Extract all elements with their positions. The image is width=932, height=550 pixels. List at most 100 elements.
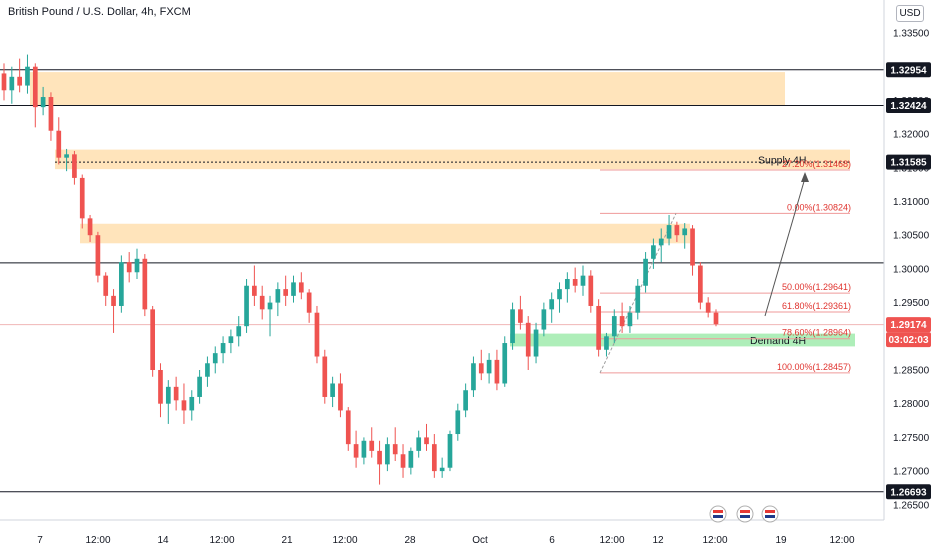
- x-tick-label: 19: [775, 535, 787, 546]
- event-flag-icon[interactable]: [709, 505, 727, 523]
- candle: [72, 154, 77, 178]
- candle: [314, 312, 320, 357]
- arrows-layer: [764, 172, 809, 317]
- event-flag-icon[interactable]: [736, 505, 754, 523]
- candle: [690, 228, 695, 266]
- candles-layer: [1, 54, 719, 485]
- price-tag-label: 1.32954: [890, 65, 927, 76]
- event-flag-icon[interactable]: [761, 505, 779, 523]
- chart-title: British Pound / U.S. Dollar, 4h, FXCM: [8, 6, 191, 18]
- y-tick-label: 1.27500: [893, 433, 930, 444]
- fibonacci-layer: 27.20%(1.31468) 0.00%(1.30824) 50.00%(1.29…: [599, 159, 851, 374]
- supply-zone-4h: [55, 149, 850, 170]
- candle: [385, 444, 390, 465]
- price-tag: [886, 98, 931, 114]
- candle: [447, 434, 453, 468]
- candle: [408, 450, 414, 468]
- candle: [635, 285, 641, 313]
- x-tick-label: 21: [281, 535, 293, 546]
- candle: [611, 316, 617, 337]
- candle: [549, 299, 555, 310]
- candle: [103, 275, 109, 296]
- price-tag: [886, 62, 931, 78]
- candle: [572, 279, 578, 286]
- demand-zone-4h-label: Demand 4H: [750, 335, 806, 347]
- candle: [119, 262, 124, 306]
- price-tag: [886, 332, 931, 348]
- candle: [134, 258, 140, 273]
- candle: [236, 326, 242, 337]
- fib-label: 61.80%(1.29361): [782, 301, 851, 311]
- x-tick-label: 12:00: [332, 535, 357, 546]
- candle: [596, 305, 601, 350]
- candle: [666, 225, 672, 239]
- supply-zone-4h-label: Supply 4H: [758, 154, 806, 166]
- candle: [259, 295, 265, 310]
- candle: [40, 97, 46, 108]
- candle: [431, 444, 437, 472]
- x-tick-label: 12: [652, 535, 664, 546]
- candle: [126, 262, 132, 273]
- candle: [9, 76, 15, 91]
- price-tag: [886, 317, 931, 333]
- x-tick-label: 12:00: [829, 535, 854, 546]
- x-tick-label: 14: [157, 535, 169, 546]
- x-tick-label: 12:00: [702, 535, 727, 546]
- candle: [533, 329, 539, 357]
- candle: [64, 154, 69, 158]
- price-tag-label: 1.29174: [890, 320, 927, 331]
- candle: [525, 322, 531, 357]
- y-tick-label: 1.32000: [893, 130, 930, 141]
- candle: [205, 363, 210, 377]
- candle: [181, 400, 187, 411]
- candle: [486, 359, 492, 374]
- price-tag-label: 03:02:03: [888, 335, 928, 346]
- candle: [353, 444, 359, 458]
- candle: [400, 454, 406, 468]
- arrow-head: [801, 172, 809, 182]
- price-tag: [886, 154, 931, 170]
- y-tick-label: 1.33500: [893, 29, 930, 40]
- candle: [275, 289, 281, 303]
- fib-label: 50.00%(1.29641): [782, 282, 851, 292]
- candle: [439, 467, 445, 472]
- currency-button[interactable]: USD: [896, 5, 924, 22]
- candle: [564, 279, 570, 290]
- zones-layer: Supply 4H Demand 4H: [30, 72, 855, 347]
- candle: [674, 225, 680, 236]
- candle: [557, 289, 562, 300]
- candle: [17, 76, 22, 86]
- event-badges[interactable]: [709, 505, 779, 523]
- x-tick-label: 28: [404, 535, 416, 546]
- candle: [244, 285, 249, 327]
- candle: [158, 370, 163, 404]
- candle: [189, 396, 195, 411]
- candle: [95, 235, 101, 276]
- candle: [471, 363, 476, 391]
- candle: [651, 245, 656, 259]
- candle: [173, 386, 179, 401]
- y-tick-label: 1.29500: [893, 298, 930, 309]
- candle: [228, 336, 234, 344]
- candle: [197, 376, 202, 397]
- x-tick-label: 6: [549, 535, 555, 546]
- candle: [478, 363, 484, 374]
- candle: [150, 309, 156, 370]
- candle: [87, 218, 93, 236]
- y-tick-label: 1.28500: [893, 366, 930, 377]
- candle: [212, 353, 218, 364]
- candle: [424, 437, 429, 445]
- candle: [252, 285, 257, 296]
- candle: [619, 316, 625, 327]
- candle: [627, 312, 633, 327]
- candle: [111, 295, 116, 306]
- candle: [306, 292, 312, 313]
- candle: [392, 444, 398, 455]
- supply-zone-top: [30, 72, 785, 106]
- x-tick-label: 12:00: [209, 535, 234, 546]
- candle: [682, 228, 688, 236]
- y-tick-label: 1.26500: [893, 500, 930, 511]
- candle: [361, 440, 367, 458]
- y-tick-label: 1.31000: [893, 197, 930, 208]
